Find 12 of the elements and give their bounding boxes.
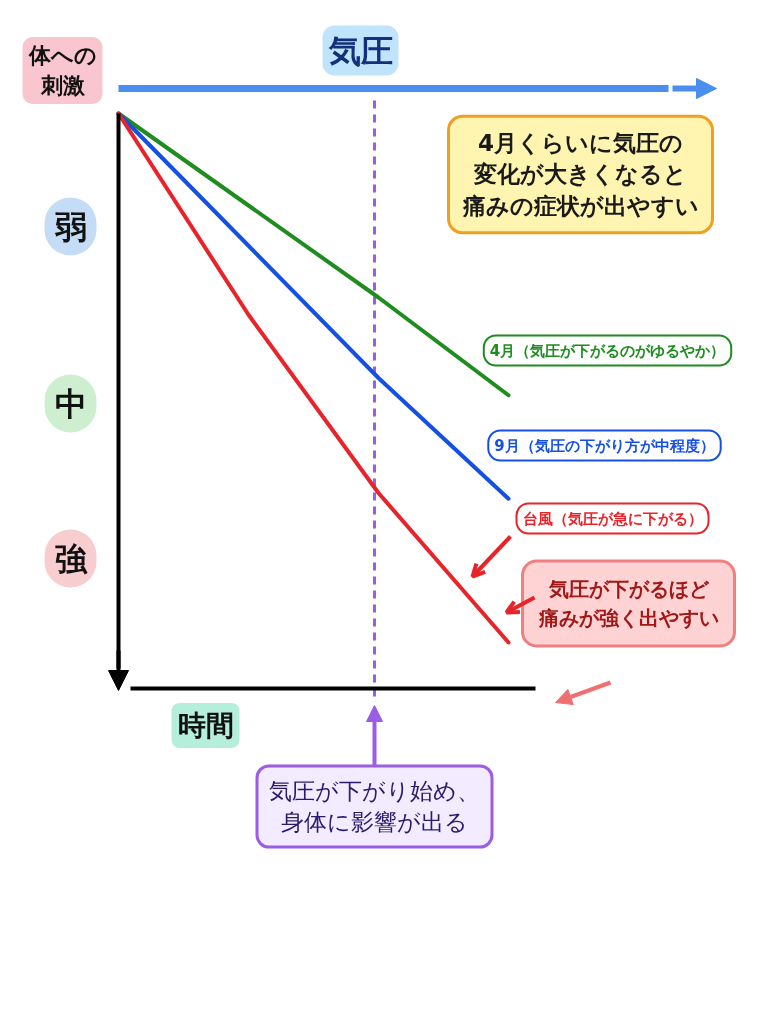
x2-axis-title: 気圧 [327, 31, 393, 70]
text: 弱 [53, 207, 87, 246]
series-label: 9月（気圧の下がり方が中程度） [494, 436, 715, 455]
text: 気圧が下がり始め、身体に影響が出る [269, 777, 480, 836]
text: 気圧が下がるほど痛みが強く出やすい [537, 577, 719, 630]
text: 台風（気圧が急に下がる） [522, 509, 703, 528]
annotation: 4月くらいに気圧の変化が大きくなると痛みの症状が出やすい [461, 130, 699, 219]
text: 中 [54, 384, 87, 423]
y-axis-title: 体への刺激 [27, 43, 97, 98]
series-label: 4月（気圧が下がるのがゆるやか） [489, 341, 726, 360]
x-axis-title: 時間 [177, 709, 234, 742]
text: 強 [54, 539, 88, 578]
